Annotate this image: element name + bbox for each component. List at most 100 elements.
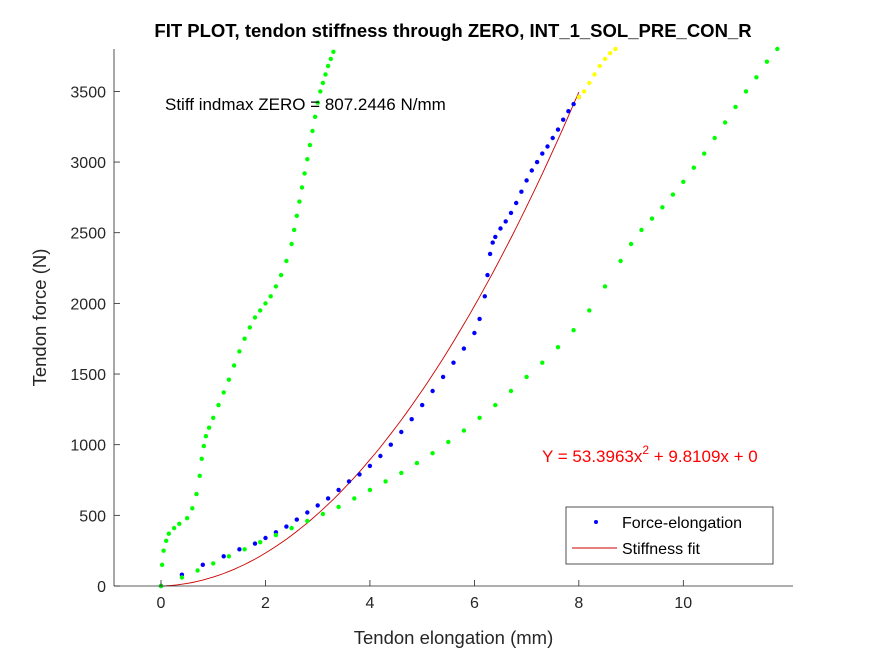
legend-label-force-elongation: Force-elongation	[622, 515, 742, 532]
data-point	[660, 205, 665, 210]
series-layer	[158, 46, 780, 589]
legend: Force-elongation Stiffness fit	[565, 506, 774, 565]
data-point	[289, 525, 294, 531]
legend-box	[565, 506, 774, 565]
data-point	[323, 72, 328, 77]
data-point	[576, 94, 582, 100]
data-point	[367, 487, 373, 493]
data-point	[242, 336, 247, 341]
data-point	[199, 456, 204, 461]
data-point	[775, 46, 780, 52]
data-point	[325, 496, 331, 501]
data-point	[171, 525, 177, 531]
data-point	[493, 402, 498, 408]
data-point	[764, 59, 770, 64]
data-point	[320, 80, 326, 86]
data-point	[639, 227, 644, 233]
data-point	[336, 487, 341, 493]
data-point	[550, 135, 555, 141]
data-point	[733, 104, 738, 110]
x-tick-label: 4	[365, 595, 374, 612]
data-point	[602, 56, 608, 62]
data-point	[164, 538, 169, 543]
data-point	[485, 272, 490, 278]
data-point	[613, 46, 618, 52]
y-tick-label: 3500	[70, 84, 106, 101]
data-point	[508, 210, 514, 216]
data-point	[179, 575, 185, 580]
data-point	[357, 472, 362, 477]
data-point	[252, 315, 258, 320]
data-point	[440, 374, 446, 380]
data-point	[315, 100, 320, 105]
x-tick-label: 0	[157, 595, 166, 612]
data-point	[383, 479, 388, 484]
data-point	[305, 510, 310, 515]
data-point	[388, 442, 393, 447]
data-point	[302, 171, 307, 176]
data-point	[534, 159, 540, 165]
legend-label-stiffness-fit: Stiffness fit	[622, 541, 701, 558]
data-point	[508, 388, 514, 394]
x-tick-label: 2	[261, 595, 270, 612]
data-point	[307, 142, 313, 148]
data-point	[414, 460, 420, 466]
data-point	[294, 213, 299, 218]
fit-layer	[160, 91, 580, 587]
data-point	[493, 234, 498, 240]
data-point	[555, 127, 561, 132]
data-point	[284, 258, 289, 264]
data-point	[194, 491, 199, 497]
data-point	[754, 75, 759, 80]
data-point	[503, 219, 508, 224]
y-axis-label: Tendon force (N)	[29, 249, 50, 387]
data-point	[184, 516, 190, 521]
stiffness-annotation: Stiff indmax ZERO = 807.2446 N/mm	[165, 95, 446, 114]
data-point	[587, 308, 592, 313]
data-point	[320, 511, 326, 517]
x-tick-label: 8	[574, 595, 583, 612]
data-point	[294, 517, 299, 522]
data-point	[318, 89, 323, 94]
data-point	[211, 415, 216, 420]
data-point	[328, 56, 333, 62]
data-point	[477, 316, 482, 322]
axes-background	[114, 49, 793, 586]
data-point	[221, 390, 226, 395]
data-point	[263, 535, 268, 541]
data-point	[498, 226, 503, 231]
data-point	[587, 80, 592, 86]
chart-title: FIT PLOT, tendon stiffness through ZERO,…	[154, 20, 751, 41]
data-point	[190, 506, 195, 511]
data-point	[618, 258, 623, 264]
data-point	[571, 101, 576, 107]
data-point	[519, 189, 524, 194]
data-point	[278, 272, 284, 278]
data-point	[237, 547, 242, 552]
data-point	[258, 540, 263, 545]
data-point	[545, 144, 550, 149]
data-point	[702, 151, 707, 156]
data-point	[221, 554, 226, 559]
data-point	[312, 114, 318, 120]
data-point	[451, 360, 456, 365]
data-point	[571, 328, 576, 333]
y-tick-label: 3000	[70, 155, 106, 172]
data-point	[206, 425, 212, 430]
data-point	[315, 503, 320, 508]
data-point	[472, 330, 477, 336]
data-point	[461, 428, 467, 433]
x-axis-label: Tendon elongation (mm)	[354, 627, 554, 648]
data-point	[346, 479, 352, 484]
data-point	[201, 443, 206, 449]
data-point	[649, 216, 655, 221]
data-point	[331, 49, 336, 54]
data-point	[592, 72, 597, 77]
data-point	[211, 561, 216, 566]
data-point	[461, 346, 467, 351]
data-point	[446, 439, 451, 445]
data-point	[195, 568, 200, 573]
fit-equation-suffix: + 9.8109x + 0	[649, 447, 758, 466]
data-point	[430, 451, 435, 456]
data-point	[555, 345, 561, 350]
